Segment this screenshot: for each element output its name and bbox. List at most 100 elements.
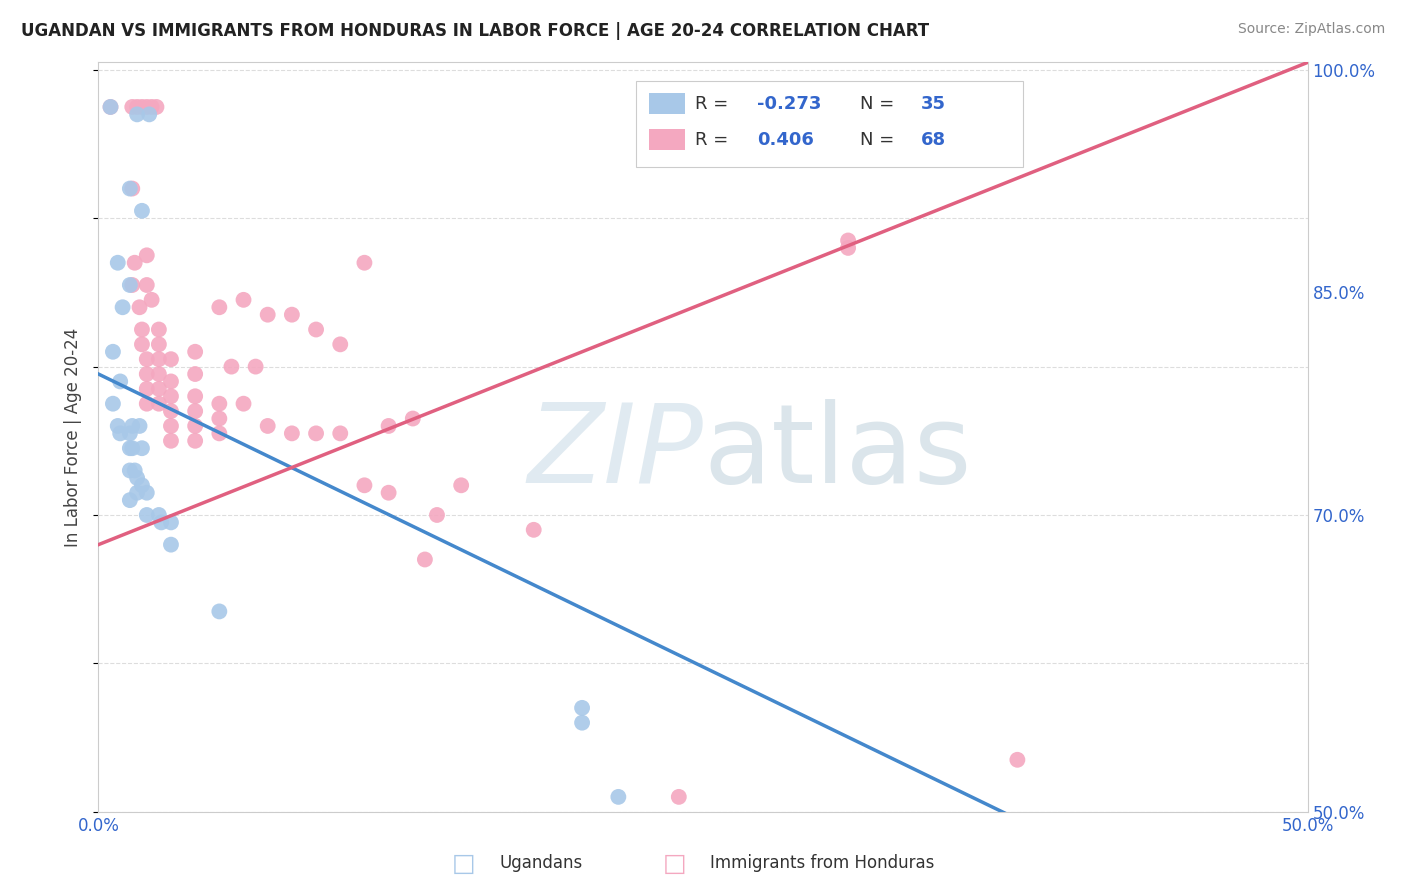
Point — [160, 434, 183, 448]
Point — [124, 463, 146, 477]
Point — [281, 308, 304, 322]
Point — [571, 715, 593, 730]
Point — [118, 463, 141, 477]
Point — [107, 256, 129, 270]
Point — [148, 382, 170, 396]
Bar — [648, 93, 685, 114]
Point — [138, 107, 160, 121]
Point — [127, 471, 149, 485]
Point — [131, 478, 153, 492]
Point — [450, 478, 472, 492]
Point — [571, 701, 593, 715]
Point — [127, 100, 149, 114]
Point — [571, 834, 593, 848]
Text: N =: N = — [860, 130, 900, 149]
Point — [426, 508, 449, 522]
Point — [127, 107, 149, 121]
Text: N =: N = — [860, 95, 900, 112]
Point — [145, 100, 167, 114]
Point — [135, 278, 157, 293]
Text: □: □ — [664, 852, 686, 875]
Point — [668, 789, 690, 804]
Point — [141, 293, 163, 307]
Point — [305, 322, 328, 336]
Y-axis label: In Labor Force | Age 20-24: In Labor Force | Age 20-24 — [65, 327, 83, 547]
Point — [256, 834, 278, 848]
Point — [100, 100, 122, 114]
Point — [118, 493, 141, 508]
Text: 68: 68 — [921, 130, 946, 149]
Point — [101, 344, 124, 359]
Point — [377, 485, 399, 500]
Point — [184, 434, 207, 448]
Point — [402, 411, 425, 425]
Text: □: □ — [453, 852, 475, 875]
Point — [184, 344, 207, 359]
Point — [121, 100, 143, 114]
Point — [208, 300, 231, 314]
Point — [131, 203, 153, 218]
Point — [108, 426, 131, 441]
Point — [135, 100, 157, 114]
Point — [131, 441, 153, 455]
Point — [108, 375, 131, 389]
Point — [135, 248, 157, 262]
Point — [208, 426, 231, 441]
Text: R =: R = — [695, 95, 734, 112]
Point — [121, 441, 143, 455]
Point — [100, 100, 122, 114]
Text: -0.273: -0.273 — [758, 95, 821, 112]
Point — [221, 359, 243, 374]
Point — [184, 419, 207, 434]
Point — [377, 419, 399, 434]
Point — [148, 322, 170, 336]
Point — [160, 404, 183, 418]
Point — [329, 426, 352, 441]
Point — [118, 181, 141, 195]
Point — [353, 256, 375, 270]
Point — [128, 300, 150, 314]
Point — [184, 404, 207, 418]
Point — [107, 419, 129, 434]
Point — [377, 864, 399, 879]
Point — [135, 508, 157, 522]
Text: Ugandans: Ugandans — [499, 855, 582, 872]
Point — [121, 419, 143, 434]
Point — [150, 516, 173, 530]
Text: atlas: atlas — [703, 399, 972, 506]
Point — [101, 397, 124, 411]
Point — [131, 337, 153, 351]
Point — [305, 426, 328, 441]
Point — [127, 485, 149, 500]
Point — [160, 389, 183, 403]
Bar — [648, 129, 685, 150]
Point — [208, 604, 231, 618]
Point — [141, 100, 163, 114]
Point — [184, 389, 207, 403]
Point — [111, 300, 134, 314]
Point — [837, 241, 859, 255]
Point — [523, 523, 546, 537]
Point — [118, 441, 141, 455]
Point — [837, 234, 859, 248]
Point — [121, 181, 143, 195]
Point — [135, 485, 157, 500]
Point — [1007, 753, 1029, 767]
Point — [148, 397, 170, 411]
Text: Immigrants from Honduras: Immigrants from Honduras — [710, 855, 935, 872]
Point — [160, 352, 183, 367]
Point — [135, 397, 157, 411]
Point — [256, 308, 278, 322]
FancyBboxPatch shape — [637, 81, 1024, 168]
Point — [148, 508, 170, 522]
Text: 0.406: 0.406 — [758, 130, 814, 149]
Point — [118, 278, 141, 293]
Point — [135, 382, 157, 396]
Point — [281, 426, 304, 441]
Point — [353, 478, 375, 492]
Point — [160, 419, 183, 434]
Point — [208, 397, 231, 411]
Text: 35: 35 — [921, 95, 946, 112]
Point — [124, 256, 146, 270]
Text: UGANDAN VS IMMIGRANTS FROM HONDURAS IN LABOR FORCE | AGE 20-24 CORRELATION CHART: UGANDAN VS IMMIGRANTS FROM HONDURAS IN L… — [21, 22, 929, 40]
